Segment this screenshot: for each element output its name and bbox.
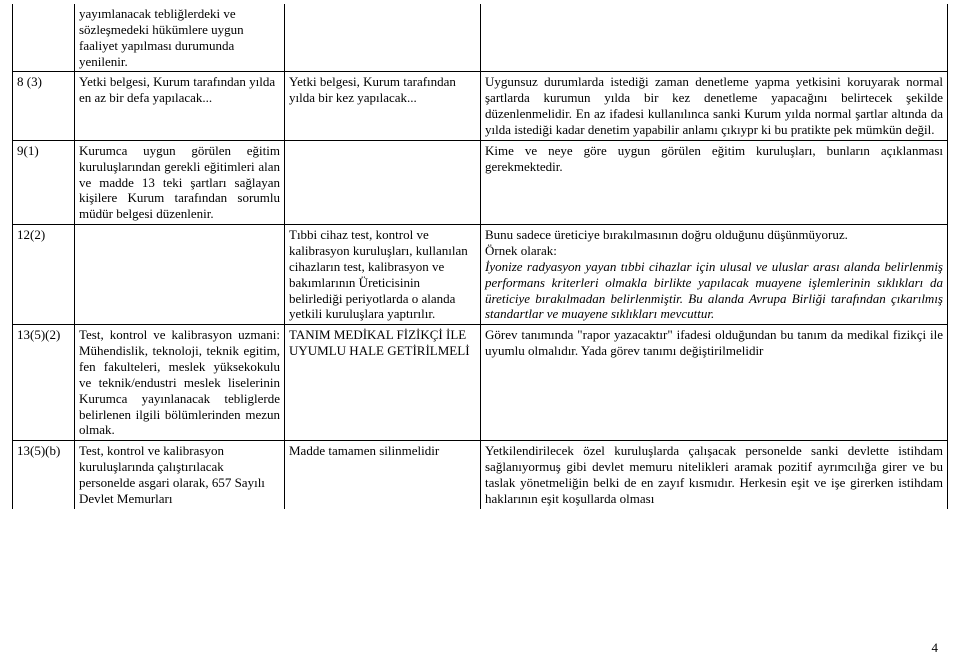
col-a-cell: Yetki belgesi, Kurum tarafından yılda en… (75, 72, 285, 140)
cell-text: Yetki belgesi, Kurum tarafından yılda en… (79, 74, 275, 105)
regulation-table: yayımlanacak tebliğlerdeki ve sözleşmede… (12, 4, 948, 509)
ref-cell: 13(5)(b) (13, 441, 75, 509)
document-page: yayımlanacak tebliğlerdeki ve sözleşmede… (0, 0, 960, 662)
cell-text: Kime ve neye göre uygun görülen eğitim k… (485, 143, 943, 174)
table-row: 13(5)(2) Test, kontrol ve kalibrasyon uz… (13, 325, 948, 441)
cell-text: Yetki belgesi, Kurum tarafından yılda bi… (289, 74, 456, 105)
cell-text: Tıbbi cihaz test, kontrol ve kalibrasyon… (289, 227, 468, 321)
col-a-cell: yayımlanacak tebliğlerdeki ve sözleşmede… (75, 4, 285, 72)
col-c-cell: Yetkilendirilecek özel kuruluşlarda çalı… (481, 441, 948, 509)
table-row: yayımlanacak tebliğlerdeki ve sözleşmede… (13, 4, 948, 72)
cell-text: 13(5)(2) (17, 327, 60, 342)
col-c-cell: Uygunsuz durumlarda istediği zaman denet… (481, 72, 948, 140)
col-b-cell (285, 140, 481, 224)
cell-text: Test, kontrol ve kalibrasyon uzmani: Müh… (79, 327, 280, 437)
col-b-cell (285, 4, 481, 72)
cell-text: Test, kontrol ve kalibrasyon kuruluşları… (79, 443, 265, 506)
col-c-cell (481, 4, 948, 72)
cell-text: Madde tamamen silinmelidir (289, 443, 439, 458)
ref-cell: 8 (3) (13, 72, 75, 140)
cell-text: 9(1) (17, 143, 39, 158)
cell-text: 8 (3) (17, 74, 42, 89)
col-b-cell: Tıbbi cihaz test, kontrol ve kalibrasyon… (285, 225, 481, 325)
cell-text: 12(2) (17, 227, 45, 242)
ref-cell: 9(1) (13, 140, 75, 224)
col-a-cell: Test, kontrol ve kalibrasyon uzmani: Müh… (75, 325, 285, 441)
ref-cell: 12(2) (13, 225, 75, 325)
page-number: 4 (932, 640, 939, 656)
col-c-cell: Bunu sadece üreticiye bırakılmasının doğ… (481, 225, 948, 325)
table-row: 12(2) Tıbbi cihaz test, kontrol ve kalib… (13, 225, 948, 325)
table-row: 8 (3) Yetki belgesi, Kurum tarafından yı… (13, 72, 948, 140)
cell-text: Yetkilendirilecek özel kuruluşlarda çalı… (485, 443, 943, 506)
col-c-cell: Kime ve neye göre uygun görülen eğitim k… (481, 140, 948, 224)
col-c-cell: Görev tanımında "rapor yazacaktır" ifade… (481, 325, 948, 441)
cell-text: yayımlanacak tebliğlerdeki ve sözleşmede… (79, 6, 244, 69)
col-b-cell: Yetki belgesi, Kurum tarafından yılda bi… (285, 72, 481, 140)
col-b-cell: Madde tamamen silinmelidir (285, 441, 481, 509)
cell-text: Uygunsuz durumlarda istediği zaman denet… (485, 74, 943, 137)
table-row: 9(1) Kurumca uygun görülen eğitim kurulu… (13, 140, 948, 224)
col-a-cell: Kurumca uygun görülen eğitim kuruluşları… (75, 140, 285, 224)
cell-text: Görev tanımında "rapor yazacaktır" ifade… (485, 327, 943, 358)
cell-text: TANIM MEDİKAL FİZİKÇİ İLE UYUMLU HALE GE… (289, 327, 470, 358)
cell-text-plain: Bunu sadece üreticiye bırakılmasının doğ… (485, 227, 848, 258)
col-b-cell: TANIM MEDİKAL FİZİKÇİ İLE UYUMLU HALE GE… (285, 325, 481, 441)
table-row: 13(5)(b) Test, kontrol ve kalibrasyon ku… (13, 441, 948, 509)
col-a-cell: Test, kontrol ve kalibrasyon kuruluşları… (75, 441, 285, 509)
col-a-cell (75, 225, 285, 325)
cell-text: Kurumca uygun görülen eğitim kuruluşları… (79, 143, 280, 221)
cell-text: 13(5)(b) (17, 443, 60, 458)
ref-cell (13, 4, 75, 72)
ref-cell: 13(5)(2) (13, 325, 75, 441)
cell-text-italic: İyonize radyasyon yayan tıbbi cihazlar i… (485, 259, 943, 322)
